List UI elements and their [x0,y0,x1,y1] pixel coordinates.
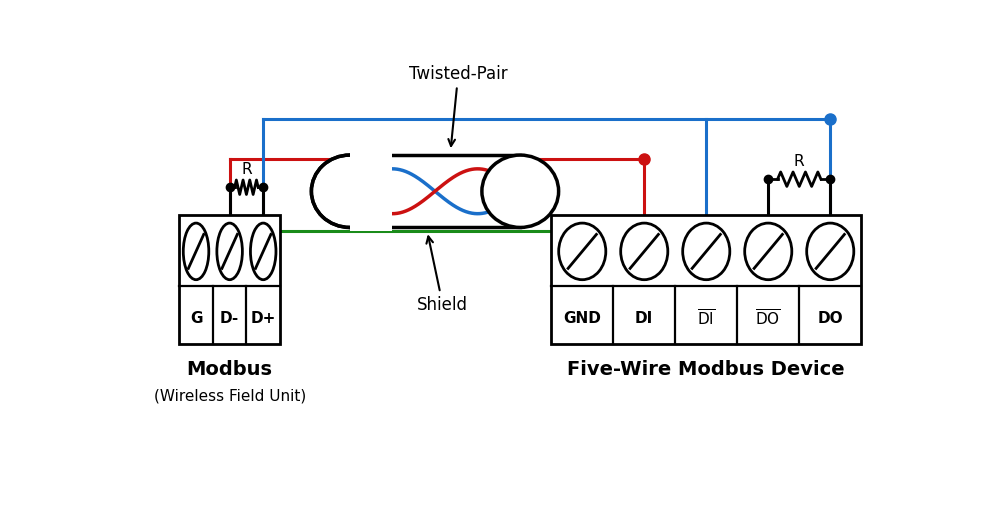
Text: GND: GND [563,311,601,326]
Text: Five-Wire Modbus Device: Five-Wire Modbus Device [567,360,845,379]
Text: R: R [794,154,805,169]
Text: DI: DI [635,311,653,326]
Text: $\overline{\mathrm{DO}}$: $\overline{\mathrm{DO}}$ [755,308,781,328]
Text: D-: D- [220,311,239,326]
Ellipse shape [482,155,559,228]
Text: D+: D+ [251,311,276,326]
Text: DO: DO [817,311,843,326]
Bar [350,151,392,231]
Text: $\overline{\mathrm{DI}}$: $\overline{\mathrm{DI}}$ [697,308,715,328]
Text: R: R [241,162,252,177]
Bar [350,155,520,228]
Bar [179,216,280,344]
Text: (Wireless Field Unit): (Wireless Field Unit) [154,388,306,403]
Text: Shield: Shield [417,236,468,314]
Text: Twisted-Pair: Twisted-Pair [409,65,508,146]
Bar [350,151,392,231]
Ellipse shape [311,155,388,228]
Text: Modbus: Modbus [187,360,273,379]
Text: G: G [190,311,202,326]
Bar [551,216,861,344]
